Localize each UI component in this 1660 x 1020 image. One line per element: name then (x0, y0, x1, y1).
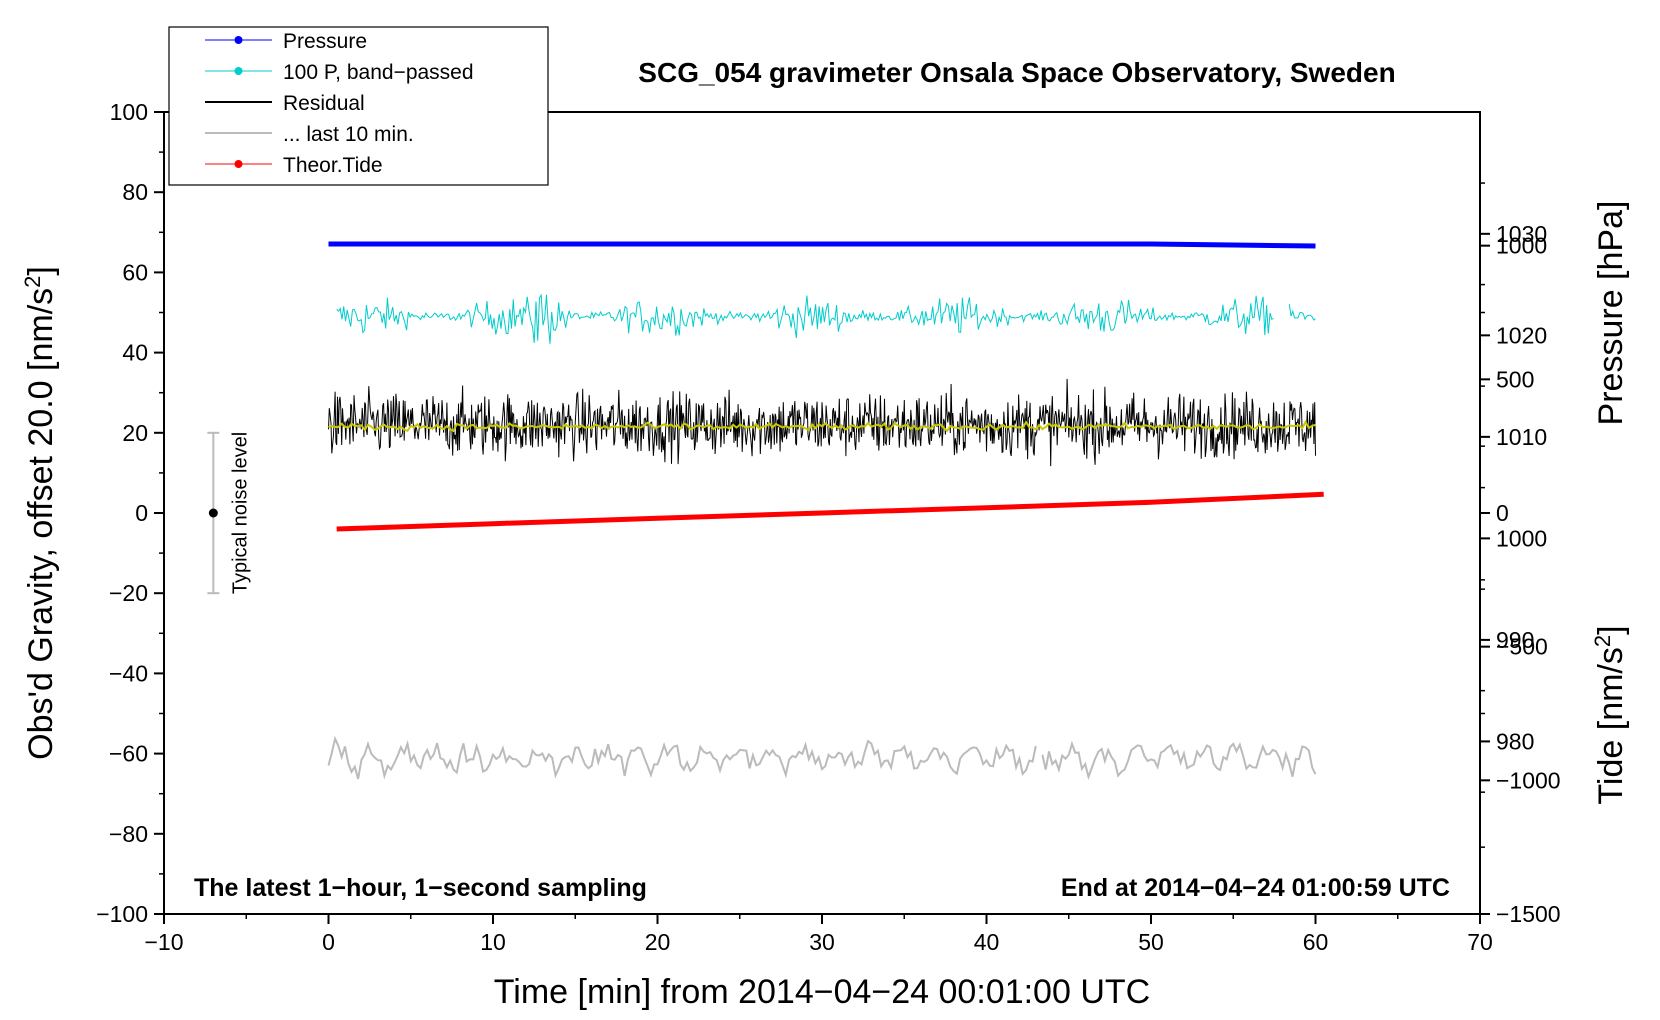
y-tick-label: −20 (109, 580, 148, 606)
noise-bar-dot (208, 508, 218, 518)
pressure-tick-label: 1020 (1496, 322, 1547, 348)
annotation-end-time: End at 2014−04−24 01:00:59 UTC (1061, 874, 1450, 902)
x-tick-label: 50 (1138, 929, 1164, 955)
y-axis-title-tide: Tide [nm/s2] (1590, 625, 1631, 804)
x-tick-label: −10 (144, 929, 183, 955)
legend-marker (234, 160, 243, 168)
legend-label: 100 P, band−passed (283, 61, 474, 84)
noise-level-bar: Typical noise level (207, 431, 251, 595)
legend-box (168, 26, 549, 186)
legend-label: Residual (283, 92, 365, 115)
noise-level-label: Typical noise level (229, 432, 251, 594)
y-tick-label: 100 (110, 99, 148, 125)
tide-tick-label: −1500 (1496, 901, 1561, 927)
tide-tick-label: 500 (1496, 366, 1534, 392)
x-tick-label: 10 (480, 929, 506, 955)
y-axis-title-tide-end: ] (1592, 625, 1630, 634)
y-axis-title-left-main: Obs'd Gravity, offset 20.0 [nm/s (22, 288, 60, 760)
x-tick-label: 40 (974, 929, 1000, 955)
tide-tick-label: 0 (1496, 500, 1509, 526)
y-axis-title-left-end: ] (22, 266, 60, 275)
y-tick-label: 80 (122, 179, 148, 205)
pressure-tick-label: 980 (1496, 728, 1534, 754)
series-smoothed-residual-line (328, 419, 1316, 433)
axis-ticks: −10 0 10 20 30 40 50 60 70−100−80−60−40−20020406… (96, 99, 1560, 955)
pressure-tick-label: 1030 (1496, 221, 1547, 247)
pressure-tick-label: 1000 (1496, 525, 1547, 551)
chart-title: SCG_054 gravimeter Onsala Space Observat… (638, 57, 1395, 88)
y-axis-title-tide-sup: 2 (1590, 635, 1615, 647)
y-tick-label: −80 (109, 821, 148, 847)
pressure-tick-label: 1010 (1496, 424, 1547, 450)
x-tick-label: 0 (322, 929, 335, 955)
y-tick-label: 20 (122, 420, 148, 446)
y-tick-label: −100 (96, 901, 148, 927)
legend-label: ... last 10 min. (283, 123, 414, 146)
y-axis-title-tide-main: Tide [nm/s (1592, 647, 1630, 804)
y-axis-title-left-sup: 2 (20, 276, 45, 288)
y-tick-label: −40 (109, 660, 148, 686)
legend-label: Theor.Tide (283, 154, 383, 177)
series-last-10-min-line (327, 735, 1317, 781)
y-axis-title-pressure: Pressure [hPa] (1592, 201, 1630, 426)
annotation-sampling: The latest 1−hour, 1−second sampling (194, 874, 647, 902)
series-layer (327, 241, 1324, 781)
x-tick-label: 20 (645, 929, 671, 955)
y-axis-title-left: Obs'd Gravity, offset 20.0 [nm/s2] (20, 266, 61, 760)
pressure-tick-label: 990 (1496, 627, 1534, 653)
x-axis-title: Time [min] from 2014−04−24 00:01:00 UTC (494, 973, 1150, 1011)
y-tick-label: 40 (122, 340, 148, 366)
tide-tick-label: −1000 (1496, 767, 1561, 793)
y-tick-label: −60 (109, 741, 148, 767)
x-tick-label: 60 (1303, 929, 1329, 955)
legend-marker (234, 67, 243, 75)
series-theor-tide-line (336, 491, 1324, 532)
legend-marker (234, 36, 243, 44)
y-tick-label: 60 (122, 259, 148, 285)
y-tick-label: 0 (135, 500, 148, 526)
tide-tick-label: −500 (1496, 634, 1548, 660)
tide-tick-label: 1000 (1496, 233, 1547, 259)
x-tick-label: 70 (1467, 929, 1493, 955)
legend-label: Pressure (283, 30, 367, 53)
series-band-passed-pressure-line (336, 293, 1316, 344)
legend: Pressure 100 P, band−passed Residual ... la… (168, 26, 549, 186)
x-tick-label: 30 (809, 929, 835, 955)
series-residual-line (328, 378, 1316, 467)
series-pressure-line (328, 241, 1316, 249)
